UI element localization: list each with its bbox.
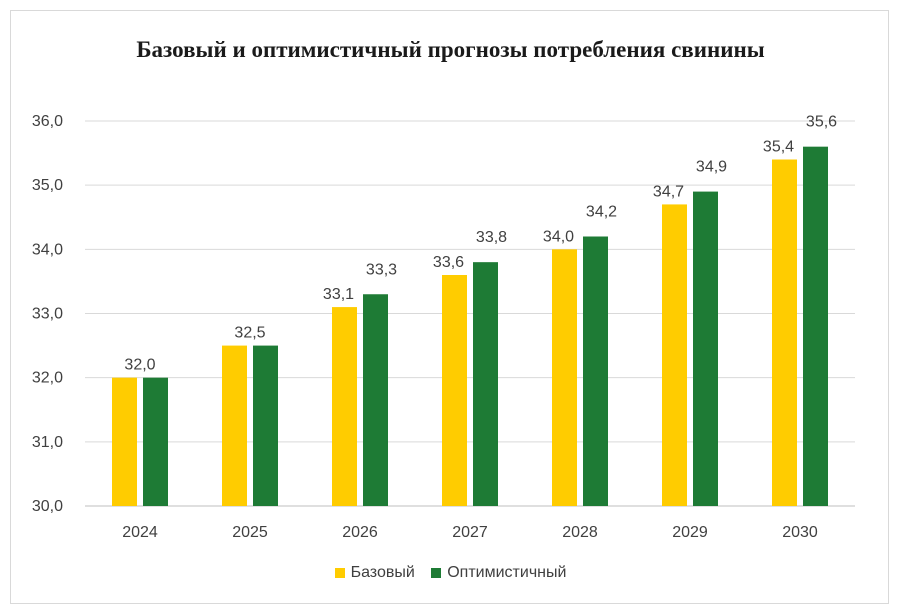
bar-base xyxy=(332,307,357,506)
y-tick-label: 33,0 xyxy=(32,306,63,323)
bar-optimistic xyxy=(693,191,718,507)
bar-optimistic xyxy=(143,377,168,506)
bar-optimistic xyxy=(253,345,278,506)
data-label-base: 32,5 xyxy=(234,325,265,342)
legend-item-optimistic: Оптимистичный xyxy=(431,564,566,582)
x-tick-label: 2026 xyxy=(342,524,378,541)
bar-base xyxy=(222,345,247,506)
bar-base xyxy=(552,249,577,507)
legend-item-base: Базовый xyxy=(334,564,415,582)
data-label-optimistic: 33,3 xyxy=(366,261,397,278)
x-tick-label: 2030 xyxy=(782,524,818,541)
legend-swatch-optimistic xyxy=(431,568,442,578)
data-label-base: 35,4 xyxy=(763,139,794,156)
data-label-base: 34,7 xyxy=(653,183,684,200)
data-label-base: 33,6 xyxy=(433,254,464,271)
bar-base xyxy=(112,377,137,506)
legend-swatch-base xyxy=(334,568,345,578)
bar-optimistic xyxy=(363,294,388,506)
bar-optimistic xyxy=(803,146,828,506)
y-tick-label: 31,0 xyxy=(32,434,63,451)
legend-label-optimistic: Оптимистичный xyxy=(447,564,567,581)
data-label-optimistic: 34,9 xyxy=(696,159,727,176)
x-tick-label: 2025 xyxy=(232,524,268,541)
data-label-base: 34,0 xyxy=(543,228,574,245)
x-tick-label: 2029 xyxy=(672,524,708,541)
data-label-optimistic: 35,6 xyxy=(806,114,837,131)
y-tick-label: 35,0 xyxy=(32,177,63,194)
y-tick-label: 30,0 xyxy=(32,498,63,515)
data-label-optimistic: 34,2 xyxy=(586,204,617,221)
y-tick-label: 36,0 xyxy=(32,113,63,130)
y-tick-label: 34,0 xyxy=(32,241,63,258)
data-label-base: 32,0 xyxy=(124,357,155,374)
chart-title: Базовый и оптимистичный прогнозы потребл… xyxy=(136,37,765,62)
legend-label-base: Базовый xyxy=(350,564,415,581)
bar-base xyxy=(442,275,467,506)
data-label-optimistic: 33,8 xyxy=(476,229,507,246)
bar-optimistic xyxy=(473,262,498,506)
data-label-base: 33,1 xyxy=(323,286,354,303)
chart-legend: Базовый Оптимистичный xyxy=(0,564,901,583)
y-tick-label: 32,0 xyxy=(32,370,63,387)
bar-optimistic xyxy=(583,236,608,506)
x-tick-label: 2024 xyxy=(122,524,158,541)
x-tick-label: 2027 xyxy=(452,524,488,541)
x-tick-label: 2028 xyxy=(562,524,598,541)
bar-base xyxy=(662,204,687,506)
bar-base xyxy=(772,159,797,506)
